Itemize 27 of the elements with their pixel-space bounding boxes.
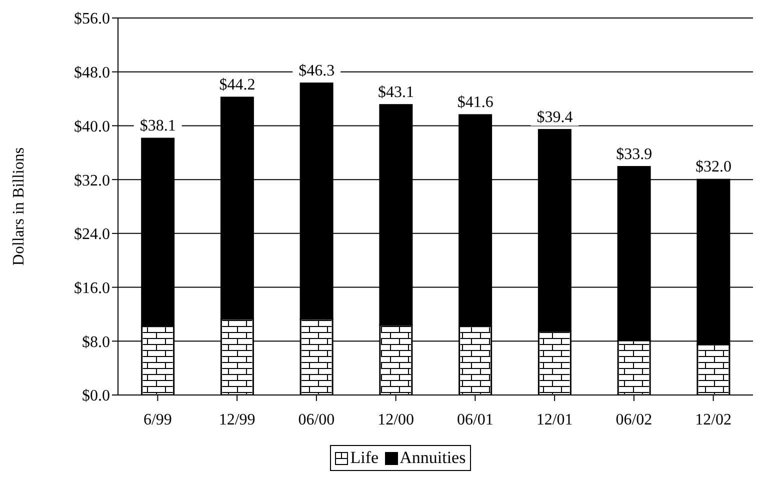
total-label: $39.4 — [536, 108, 573, 126]
total-label: $41.6 — [457, 94, 494, 111]
y-axis-title: Dollars in Billions — [10, 147, 28, 266]
total-label: $44.2 — [219, 76, 256, 94]
y-tick-label: $48.0 — [74, 64, 110, 82]
x-tick-label: 06/02 — [616, 411, 652, 428]
legend-label: Life — [349, 448, 379, 468]
total-label: $38.1 — [140, 118, 176, 135]
total-label: $33.9 — [616, 146, 652, 163]
total-label: $46.3 — [298, 62, 335, 80]
x-tick-label: 12/00 — [378, 411, 414, 428]
y-tick-label: $8.0 — [82, 334, 110, 351]
total-label: $43.1 — [378, 84, 414, 101]
x-tick-label: 6/99 — [143, 411, 172, 428]
x-tick-label: 06/01 — [456, 411, 494, 428]
x-tick-label: 06/00 — [298, 411, 335, 428]
x-tick-label: 12/99 — [218, 411, 256, 428]
x-tick-label: 12/01 — [536, 411, 573, 428]
y-tick-label: $56.0 — [74, 10, 110, 28]
legend-label: Annuities — [398, 448, 466, 468]
y-tick-label: $40.0 — [74, 118, 110, 136]
y-tick-label: $24.0 — [74, 226, 110, 244]
y-tick-label: $32.0 — [74, 172, 110, 190]
y-tick-label: $16.0 — [74, 280, 110, 297]
total-label: $32.0 — [695, 158, 732, 176]
x-tick-label: 12/02 — [695, 411, 732, 428]
y-tick-label: $0.0 — [82, 388, 110, 405]
